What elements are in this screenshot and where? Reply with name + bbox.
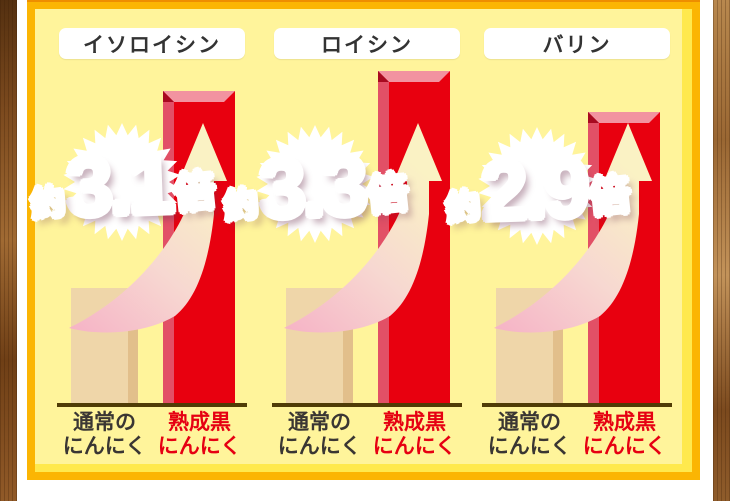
axis-baseline <box>57 403 247 407</box>
amino-acid-label-box: バリン <box>484 28 670 59</box>
growth-arrow <box>69 123 227 333</box>
axis-baseline <box>272 403 462 407</box>
axis-baseline <box>482 403 672 407</box>
amino-acid-label-box: イソロイシン <box>59 28 245 59</box>
growth-arrow <box>494 123 652 333</box>
category-labels: 通常の にんにく 熟成黒 にんにく <box>57 411 247 458</box>
wood-texture-right <box>713 0 730 501</box>
amino-acid-label: ロイシン <box>321 33 413 57</box>
bar-corner-bevel <box>588 112 599 123</box>
chart-group-isoleucine: イソロイシン 通常の にんにく 熟成黒 にんにく <box>57 0 247 458</box>
bar-corner-bevel <box>378 71 389 82</box>
label-black-garlic: 熟成黒 にんにく <box>157 411 242 458</box>
bar-corner-bevel <box>163 91 174 102</box>
label-normal-garlic: 通常の にんにく <box>62 411 147 458</box>
panel-top-edge <box>27 0 700 2</box>
label-normal-garlic: 通常の にんにく <box>277 411 362 458</box>
growth-arrow <box>284 123 442 333</box>
wood-texture-left <box>0 0 17 501</box>
chart-group-leucine: ロイシン 通常の にんにく 熟成黒 にんにく <box>272 0 462 458</box>
bar-top-face <box>163 91 235 102</box>
label-black-garlic: 熟成黒 にんにく <box>372 411 457 458</box>
chart-group-valine: バリン 通常の にんにく 熟成黒 にんにく <box>482 0 672 458</box>
bar-top-face <box>588 112 660 123</box>
amino-acid-label: イソロイシン <box>83 33 221 57</box>
label-black-garlic: 熟成黒 にんにく <box>582 411 667 458</box>
category-labels: 通常の にんにく 熟成黒 にんにく <box>482 411 672 458</box>
bar-left-face <box>378 71 389 403</box>
bar-top-face <box>378 71 450 82</box>
amino-acid-label: バリン <box>542 33 612 57</box>
label-normal-garlic: 通常の にんにく <box>487 411 572 458</box>
category-labels: 通常の にんにく 熟成黒 にんにく <box>272 411 462 458</box>
amino-acid-label-box: ロイシン <box>274 28 460 59</box>
